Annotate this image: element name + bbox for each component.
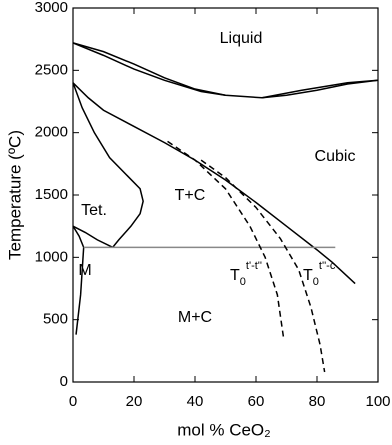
region-label: T0t'-t'' <box>230 260 262 288</box>
label-text: M <box>78 262 91 279</box>
plot-frame <box>72 7 379 383</box>
label-text: Liquid <box>220 30 263 47</box>
label-subscript: 0 <box>313 276 319 288</box>
y-tick-label: 1500 <box>35 186 68 203</box>
phase-boundary <box>167 140 285 338</box>
x-tick-label: 0 <box>69 393 77 410</box>
region-label: M <box>78 262 91 279</box>
phase-boundary <box>200 159 326 373</box>
label-text: Cubic <box>315 148 356 165</box>
y-tick-label: 2000 <box>35 124 68 141</box>
phase-boundary <box>261 79 379 99</box>
region-label: Cubic <box>315 148 356 165</box>
phase-boundary <box>72 42 226 97</box>
label-superscript: t'-t'' <box>246 260 262 272</box>
x-tick-label: 80 <box>309 393 326 410</box>
phase-boundary <box>72 225 113 249</box>
region-label: T0t''-c <box>303 260 336 288</box>
phase-boundary <box>72 82 356 285</box>
label-subscript: 0 <box>240 276 246 288</box>
y-tick-label: 1000 <box>35 248 68 265</box>
x-tick-label: 60 <box>248 393 265 410</box>
y-axis-label: Temperature (ºC) <box>5 130 24 260</box>
x-axis-label: mol % CeO₂ <box>177 420 271 439</box>
y-tick-label: 2500 <box>35 61 68 78</box>
phase-boundary <box>72 42 379 99</box>
y-tick-label: 500 <box>43 311 68 328</box>
label-text: T <box>230 267 240 284</box>
label-text: T+C <box>175 187 206 204</box>
region-label: Tet. <box>81 202 107 219</box>
label-text: M+C <box>178 309 212 326</box>
y-tick-label: 3000 <box>35 0 68 16</box>
phase-boundary <box>72 225 85 335</box>
region-label: M+C <box>178 309 212 326</box>
x-tick-label: 100 <box>365 393 390 410</box>
region-label: T+C <box>175 187 206 204</box>
label-text: Tet. <box>81 202 107 219</box>
region-label: Liquid <box>220 30 263 47</box>
x-tick-label: 40 <box>187 393 204 410</box>
label-superscript: t''-c <box>319 260 336 272</box>
y-tick-label: 0 <box>60 373 68 390</box>
x-tick-label: 20 <box>126 393 143 410</box>
phase-boundary <box>72 82 144 248</box>
label-text: T <box>303 267 313 284</box>
